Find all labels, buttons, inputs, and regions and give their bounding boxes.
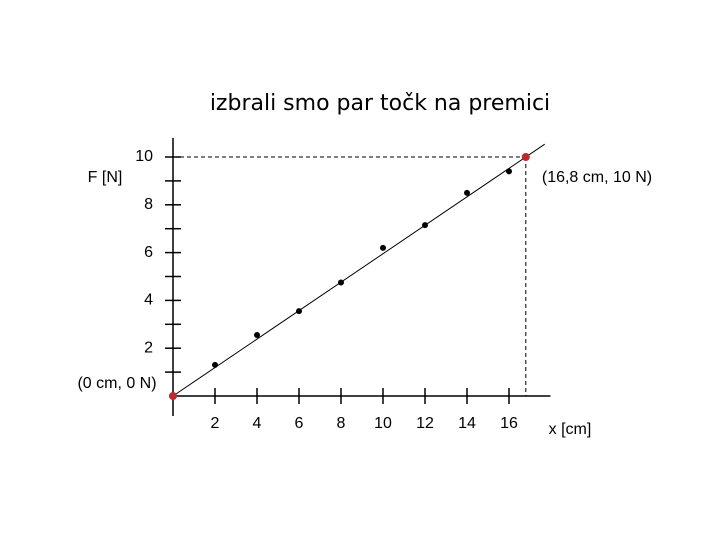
x-tick-label: 8: [337, 415, 346, 432]
data-point: [212, 361, 218, 368]
data-point: [464, 189, 470, 196]
x-tick-label: 16: [500, 415, 518, 432]
y-axis-label: F [N]: [88, 169, 123, 186]
x-axis-label: x [cm]: [549, 421, 592, 438]
x-tick-label: 12: [416, 415, 434, 432]
annotation: (0 cm, 0 N): [77, 375, 156, 392]
y-tick-label: 6: [144, 244, 153, 261]
y-tick-label: 4: [144, 292, 153, 309]
data-point: [521, 153, 530, 161]
y-tick-label: 10: [135, 148, 153, 165]
data-point: [296, 308, 302, 315]
x-tick-label: 2: [211, 415, 220, 432]
data-point: [422, 222, 428, 229]
fit-line: [172, 143, 545, 397]
y-tick-label: 2: [144, 339, 153, 356]
data-point: [254, 332, 260, 339]
data-point: [169, 392, 177, 400]
y-tick-label: 8: [144, 196, 153, 213]
x-tick-label: 10: [374, 415, 392, 432]
annotation: (16,8 cm, 10 N): [542, 169, 652, 186]
data-point: [506, 168, 512, 175]
chart-title: izbrali smo par točk na premici: [210, 91, 550, 116]
data-point: [380, 244, 386, 251]
x-tick-label: 14: [458, 415, 476, 432]
x-tick-label: 6: [295, 415, 304, 432]
data-point: [338, 279, 344, 286]
x-tick-label: 4: [253, 415, 262, 432]
